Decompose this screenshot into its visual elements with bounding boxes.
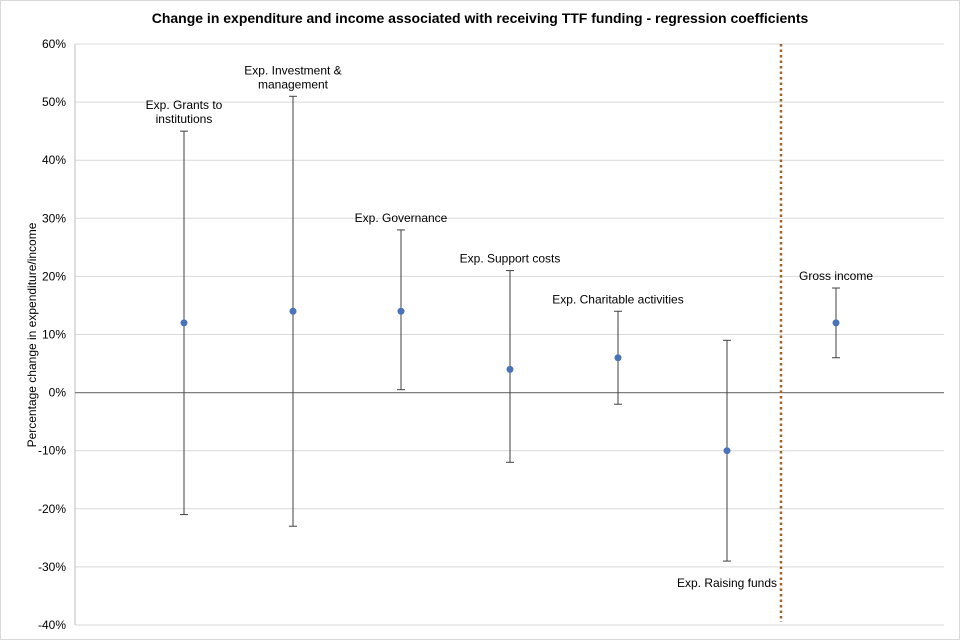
y-tick-label: 0% — [49, 386, 67, 400]
y-tick-label: 50% — [42, 95, 66, 109]
data-point — [289, 307, 297, 315]
y-tick-label: 30% — [42, 211, 66, 225]
y-tick-label: -30% — [38, 560, 66, 574]
point-labels: Exp. Grants to institutions Exp. Investmen… — [146, 63, 874, 590]
data-points — [180, 307, 840, 455]
y-tick-label: 60% — [42, 37, 66, 51]
y-tick-label: 40% — [42, 153, 66, 167]
data-point — [832, 319, 840, 327]
data-point — [723, 447, 731, 455]
data-label: Gross income — [799, 269, 873, 283]
y-tick-label: -40% — [38, 618, 66, 632]
y-tick-label: -20% — [38, 502, 66, 516]
error-bars — [180, 95, 840, 562]
y-tick-label: -10% — [38, 444, 66, 458]
y-tick-label: 10% — [42, 328, 66, 342]
data-label: Exp. Investment & management — [244, 63, 341, 91]
data-point — [614, 354, 622, 362]
chart-title: Change in expenditure and income associa… — [151, 10, 809, 26]
data-point — [397, 307, 405, 315]
data-label: Exp. Grants to institutions — [146, 98, 223, 126]
y-tick-labels: 60% 50% 40% 30% 20% 10% 0% -10% -20% -30% -40% — [38, 37, 66, 632]
data-label: Exp. Governance — [355, 211, 448, 225]
data-point — [180, 319, 188, 327]
data-label: Exp. Charitable activities — [552, 292, 683, 306]
data-label: Exp. Raising funds — [677, 576, 777, 590]
y-tick-label: 20% — [42, 269, 66, 283]
data-point — [506, 365, 514, 373]
data-label: Exp. Support costs — [460, 252, 561, 266]
